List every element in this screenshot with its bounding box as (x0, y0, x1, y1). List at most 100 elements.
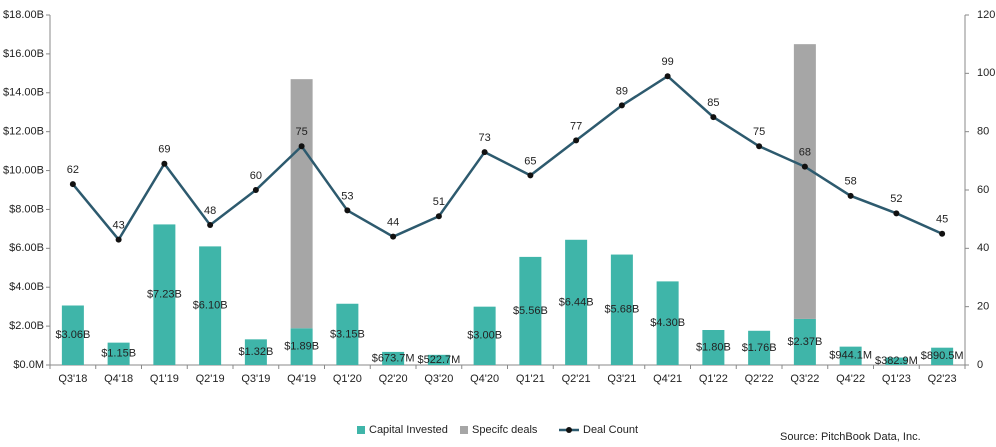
line-label: 43 (113, 219, 125, 231)
line-marker (847, 192, 854, 199)
line-label: 68 (799, 147, 811, 159)
bar (656, 281, 679, 365)
y2-tick-label: 20 (977, 301, 989, 313)
line (71, 74, 943, 242)
line-marker (481, 149, 488, 156)
legend-swatch (460, 426, 468, 434)
bar (748, 330, 771, 365)
line-label: 65 (524, 155, 536, 167)
line-label: 45 (936, 214, 948, 226)
line-label: 48 (204, 205, 216, 217)
bar (153, 224, 176, 365)
x-tick-label: Q1'21 (516, 373, 545, 385)
x-tick-label: Q4'22 (836, 373, 865, 385)
bar-label: $5.68B (604, 304, 639, 316)
bar-label: $522.7M (417, 354, 460, 366)
bar (793, 318, 816, 365)
bar (427, 354, 450, 365)
bar (519, 256, 542, 365)
legend-swatch (357, 426, 365, 434)
legend-label: Capital Invested (369, 424, 448, 436)
y-tick-label: $6.00B (9, 242, 44, 254)
line-marker (573, 137, 580, 144)
bar-label: $7.23B (147, 289, 182, 301)
bar-label: $3.00B (467, 330, 502, 342)
line-marker (344, 207, 351, 214)
line-label: 99 (662, 56, 674, 68)
bar (107, 342, 130, 365)
bar-label: $1.15B (101, 348, 136, 360)
line-label: 52 (890, 193, 902, 205)
bar (290, 328, 313, 365)
line-marker (115, 236, 122, 243)
x-tick-label: Q3'20 (424, 373, 453, 385)
line-marker (527, 172, 534, 179)
bar-label: $3.06B (55, 329, 90, 341)
x-tick-label: Q2'23 (928, 373, 957, 385)
bar-label: $1.32B (238, 346, 273, 358)
line-label: 69 (158, 144, 170, 156)
bar (931, 347, 954, 365)
bar (702, 330, 725, 365)
bar-label: $3.15B (330, 328, 365, 340)
line-label: 77 (570, 120, 582, 132)
line-label: 73 (479, 132, 491, 144)
line-marker (69, 181, 76, 188)
bar-label: $6.10B (193, 300, 228, 312)
bar-label: $1.89B (284, 341, 319, 353)
bar (244, 339, 267, 365)
x-tick-label: Q4'18 (104, 373, 133, 385)
line-label: 89 (616, 85, 628, 97)
line-label: 58 (845, 176, 857, 188)
x-tick-label: Q1'22 (699, 373, 728, 385)
x-tick-label: Q3'18 (58, 373, 87, 385)
y2-tick-label: 0 (977, 359, 983, 371)
line-marker (252, 187, 259, 193)
line-label: 53 (341, 190, 353, 202)
line-label: 75 (296, 126, 308, 138)
bar-label: $944.1M (829, 350, 872, 362)
bar-label: $890.5M (921, 350, 964, 362)
bar (290, 79, 313, 329)
y-tick-label: $12.00B (3, 126, 44, 138)
bar (885, 357, 908, 365)
line-marker (298, 143, 305, 150)
bar (565, 239, 588, 365)
x-tick-label: Q2'22 (745, 373, 774, 385)
y-tick-label: $2.00B (9, 320, 44, 332)
bar (793, 44, 816, 319)
x-tick-label: Q3'21 (607, 373, 636, 385)
y-tick-label: $10.00B (3, 164, 44, 176)
line-label: 44 (387, 217, 399, 229)
bar-label: $5.56B (513, 305, 548, 317)
bar (610, 254, 633, 365)
y-tick-label: $0.0M (13, 359, 44, 371)
legend-label: Deal Count (583, 424, 638, 436)
y-tick-label: $16.00B (3, 48, 44, 60)
line-label: 60 (250, 170, 262, 182)
bar-label: $1.76B (742, 342, 777, 354)
line-marker (390, 233, 397, 240)
y2-tick-label: 120 (977, 9, 995, 21)
y-tick-label: $14.00B (3, 87, 44, 99)
line-marker (618, 102, 625, 109)
line-marker (664, 73, 671, 80)
y-tick-label: $8.00B (9, 203, 44, 215)
legend-swatch (566, 427, 572, 433)
line-label: 75 (753, 126, 765, 138)
line-marker (435, 213, 442, 220)
bar (473, 306, 496, 365)
y2-tick-label: 80 (977, 126, 989, 138)
x-tick-label: Q2'19 (196, 373, 225, 385)
line-marker (756, 143, 763, 150)
x-tick-label: Q4'20 (470, 373, 499, 385)
bar-label: $673.7M (372, 352, 415, 364)
y2-tick-label: 40 (977, 242, 989, 254)
bar-label: $6.44B (559, 296, 594, 308)
y-tick-label: $18.00B (3, 9, 44, 21)
line-label: 85 (707, 97, 719, 109)
bar (382, 351, 405, 365)
bar-label: $1.80B (696, 341, 731, 353)
line-marker (893, 210, 900, 217)
